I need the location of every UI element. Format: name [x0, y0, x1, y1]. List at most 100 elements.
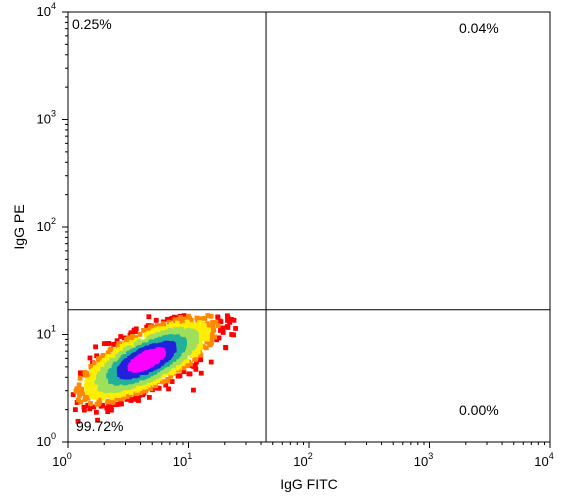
- event-dot: [133, 393, 139, 399]
- event-dot: [161, 326, 166, 332]
- event-dot: [157, 327, 162, 333]
- event-dot: [111, 341, 116, 347]
- event-dot: [210, 320, 215, 325]
- event-dot: [168, 342, 174, 348]
- event-dot: [151, 328, 157, 334]
- event-dot: [187, 337, 193, 343]
- event-dot: [152, 324, 158, 330]
- event-dot: [126, 370, 131, 376]
- event-dot: [198, 370, 204, 376]
- x-tick-label: 102: [293, 451, 312, 469]
- x-axis-ticks: 100 101 102 103 104: [52, 442, 554, 469]
- event-dot: [181, 365, 187, 371]
- event-dot: [145, 327, 151, 333]
- event-dot: [183, 324, 189, 330]
- event-dot: [181, 313, 187, 318]
- event-dot: [200, 344, 206, 350]
- event-dot: [167, 337, 172, 343]
- event-dot: [128, 330, 134, 336]
- event-dot: [231, 332, 236, 338]
- event-dot: [70, 392, 76, 397]
- event-dot: [165, 316, 170, 322]
- event-dot: [203, 329, 209, 335]
- event-dot: [205, 333, 211, 339]
- event-dot: [116, 341, 122, 346]
- event-dot: [192, 356, 198, 362]
- event-dot: [101, 358, 107, 364]
- event-dot: [120, 383, 126, 389]
- event-dot: [138, 349, 144, 354]
- event-dot: [117, 346, 123, 352]
- event-dot: [103, 392, 109, 398]
- event-dot: [177, 373, 183, 379]
- event-dot: [170, 348, 176, 353]
- event-dot: [210, 328, 216, 334]
- event-dot: [185, 340, 191, 346]
- event-dot: [194, 315, 200, 321]
- event-dot: [106, 392, 112, 398]
- event-dot: [216, 335, 222, 341]
- event-dot: [100, 402, 105, 408]
- event-dot: [112, 364, 117, 370]
- event-dot: [164, 334, 170, 340]
- event-dot: [111, 354, 117, 360]
- event-dot: [112, 384, 118, 390]
- event-dot: [194, 332, 199, 337]
- event-dot: [160, 379, 166, 385]
- density-population: [70, 313, 238, 424]
- quadrant-label-lower-left: 99.72%: [76, 418, 123, 434]
- event-dot: [136, 339, 142, 345]
- event-dot: [163, 326, 169, 332]
- event-dot: [152, 368, 158, 374]
- event-dot: [106, 360, 112, 366]
- event-dot: [171, 332, 177, 338]
- event-dot: [141, 343, 147, 349]
- event-dot: [190, 350, 196, 356]
- event-dot: [95, 417, 100, 423]
- event-dot: [103, 380, 109, 386]
- event-dot: [121, 369, 126, 375]
- event-dot: [124, 379, 130, 384]
- event-dot: [131, 386, 137, 392]
- event-dot: [100, 366, 106, 372]
- event-dot: [85, 372, 91, 378]
- event-dot: [133, 363, 138, 369]
- event-dot: [90, 370, 96, 376]
- event-dot: [78, 372, 84, 377]
- x-tick-label: 100: [52, 451, 71, 469]
- event-dot: [175, 351, 181, 356]
- event-dot: [198, 352, 204, 358]
- event-dot: [191, 325, 197, 331]
- event-dot: [202, 336, 208, 341]
- event-dot: [193, 366, 199, 372]
- event-dot: [117, 385, 123, 391]
- event-dot: [146, 370, 152, 375]
- event-dot: [143, 360, 149, 366]
- event-dot: [94, 353, 100, 359]
- event-dot: [191, 322, 197, 328]
- event-dot: [124, 393, 130, 399]
- event-dot: [96, 368, 102, 373]
- event-dot: [144, 338, 150, 344]
- event-dot: [129, 387, 134, 393]
- event-dot: [142, 388, 148, 394]
- event-dot: [86, 379, 92, 385]
- event-dot: [142, 351, 148, 357]
- event-dot: [231, 317, 237, 323]
- event-dot: [98, 376, 104, 382]
- event-dot: [225, 318, 230, 323]
- event-dot: [220, 330, 226, 335]
- event-dot: [135, 375, 140, 381]
- event-dot: [86, 383, 92, 389]
- event-dot: [137, 331, 143, 337]
- event-dot: [151, 375, 156, 381]
- y-axis-title: IgG PE: [11, 204, 27, 249]
- event-dot: [112, 358, 117, 364]
- event-dot: [87, 406, 93, 412]
- event-dot: [174, 353, 180, 359]
- event-dot: [204, 322, 210, 328]
- event-dot: [115, 343, 121, 349]
- event-dot: [164, 378, 170, 384]
- x-tick-label: 101: [173, 451, 192, 469]
